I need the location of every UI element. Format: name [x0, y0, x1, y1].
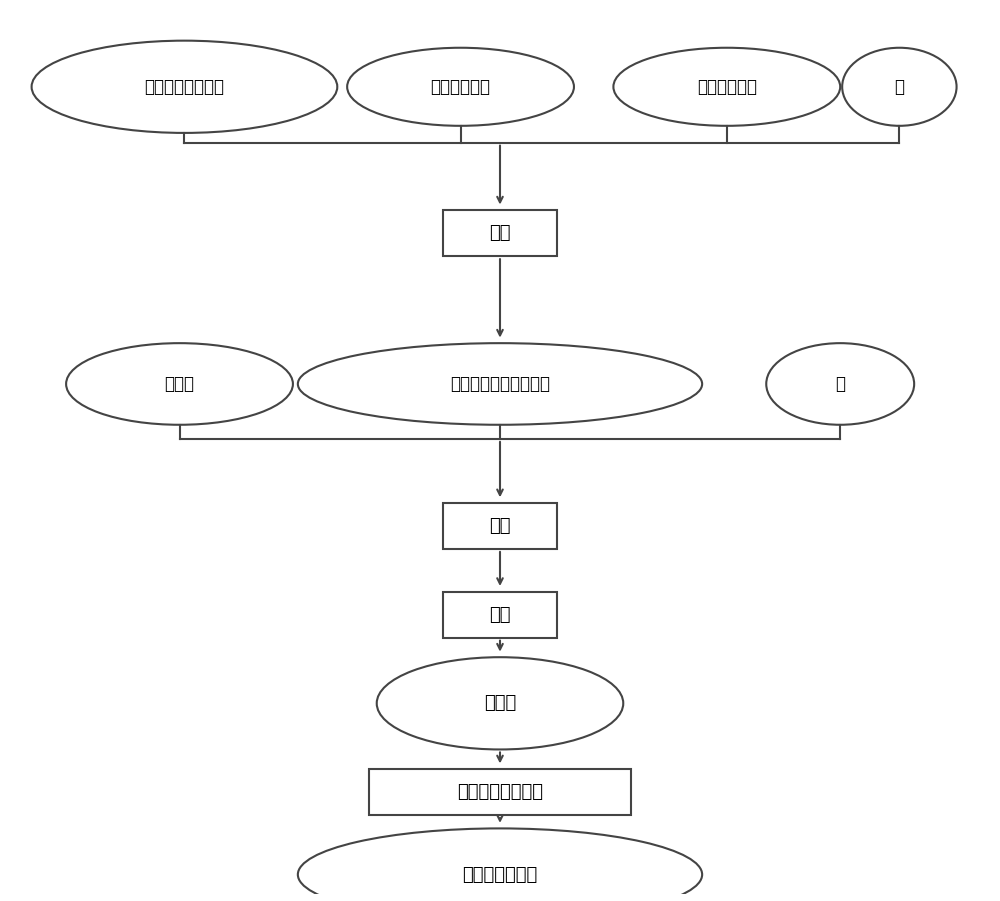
Text: 亲油性乳化剂: 亲油性乳化剂 — [697, 77, 757, 96]
Text: 水: 水 — [894, 77, 904, 96]
Text: 生物油基合成气: 生物油基合成气 — [462, 866, 538, 884]
Text: 粗燃气: 粗燃气 — [484, 695, 516, 713]
Text: 生物油: 生物油 — [165, 375, 195, 393]
Text: 椰拌: 椰拌 — [489, 517, 511, 535]
Text: 脱硫、水洗、干燥: 脱硫、水洗、干燥 — [457, 783, 543, 801]
Text: 亲水性乳化剂: 亲水性乳化剂 — [431, 77, 491, 96]
Text: 废弃烳类液体燃料: 废弃烳类液体燃料 — [144, 77, 224, 96]
Text: 乳化: 乳化 — [489, 224, 511, 242]
Text: 气化: 气化 — [489, 605, 511, 623]
Text: 水: 水 — [835, 375, 845, 393]
Text: 乳化废弃烳类液体燃料: 乳化废弃烳类液体燃料 — [450, 375, 550, 393]
